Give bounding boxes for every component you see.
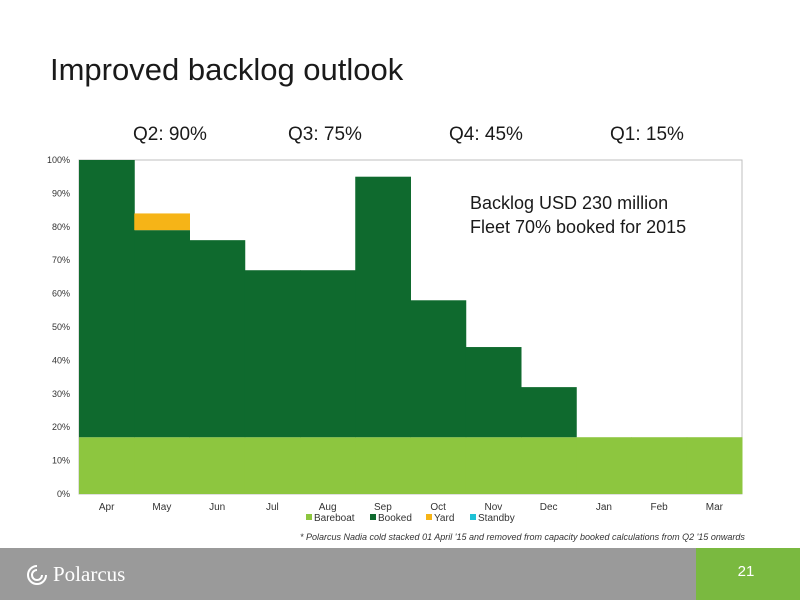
bar-bareboat-aug — [300, 437, 356, 494]
x-tick-label: May — [152, 502, 171, 513]
x-tick-label: Nov — [484, 502, 502, 513]
x-tick-label: Jul — [266, 502, 279, 513]
bar-bareboat-oct — [410, 437, 467, 494]
backlog-annotation-line: Backlog USD 230 million — [470, 193, 668, 213]
bar-booked-oct — [410, 300, 467, 438]
bar-booked-may — [134, 230, 190, 438]
y-tick-label: 90% — [52, 188, 70, 198]
y-tick-label: 40% — [52, 355, 70, 365]
y-tick-label: 30% — [52, 389, 70, 399]
y-tick-label: 100% — [47, 155, 70, 165]
x-tick-label: Sep — [374, 502, 392, 513]
legend-swatch-standby — [470, 514, 476, 520]
logo-text: Polarcus — [53, 562, 126, 586]
backlog-annotation-line: Fleet 70% booked for 2015 — [470, 217, 686, 237]
x-tick-label: Jan — [596, 502, 612, 513]
bar-yard-may — [134, 213, 190, 231]
y-tick-label: 80% — [52, 222, 70, 232]
bar-bareboat-feb — [631, 437, 688, 494]
y-tick-label: 60% — [52, 289, 70, 299]
x-tick-label: Jun — [209, 502, 225, 513]
legend-swatch-bareboat — [306, 514, 312, 520]
y-tick-label: 10% — [52, 456, 70, 466]
legend-label-yard: Yard — [434, 513, 454, 524]
x-tick-label: Mar — [706, 502, 724, 513]
page-number: 21 — [737, 563, 755, 580]
bar-bareboat-jul — [244, 437, 301, 494]
y-tick-label: 50% — [52, 322, 70, 332]
quarter-label-q1: Q1: 15% — [610, 124, 684, 145]
bar-booked-sep — [355, 176, 411, 438]
bar-bareboat-dec — [521, 437, 577, 494]
bar-bareboat-apr — [79, 437, 135, 494]
polarcus-logo-icon — [27, 564, 47, 585]
y-tick-label: 0% — [57, 489, 70, 499]
legend-label-booked: Booked — [378, 513, 412, 524]
bar-booked-apr — [79, 160, 135, 438]
polarcus-logo: Polarcus — [25, 562, 125, 587]
page-number-box: 21 — [696, 548, 800, 600]
bar-booked-dec — [521, 387, 577, 438]
footer-bar: Polarcus 21 — [0, 548, 800, 600]
y-tick-label: 20% — [52, 422, 70, 432]
bar-booked-nov — [465, 347, 522, 438]
bar-booked-jul — [244, 270, 301, 438]
bar-bareboat-nov — [465, 437, 522, 494]
backlog-chart: 0% 10% 20% 30% 40% 50% 60% 70% 80% 90% 100% Apr May J… — [47, 155, 743, 524]
legend-swatch-yard — [426, 514, 432, 520]
x-tick-label: Feb — [651, 502, 669, 513]
x-tick-label: Oct — [430, 502, 446, 513]
slide-title: Improved backlog outlook — [50, 52, 404, 87]
legend-label-standby: Standby — [478, 513, 515, 524]
x-tick-label: Dec — [540, 502, 558, 513]
x-tick-label: Aug — [319, 502, 337, 513]
x-tick-label: Apr — [99, 502, 115, 513]
bar-booked-jun — [189, 240, 246, 438]
bar-bareboat-may — [134, 437, 190, 494]
legend-swatch-booked — [370, 514, 376, 520]
quarter-label-q3: Q3: 75% — [288, 124, 362, 145]
legend-label-bareboat: Bareboat — [314, 513, 355, 524]
quarter-label-q4: Q4: 45% — [449, 124, 523, 145]
bar-bareboat-jan — [576, 437, 632, 494]
bar-booked-aug — [300, 270, 356, 438]
quarter-label-q2: Q2: 90% — [133, 124, 207, 145]
bar-bareboat-jun — [189, 437, 246, 494]
y-tick-label: 70% — [52, 255, 70, 265]
footnote: * Polarcus Nadia cold stacked 01 April '… — [300, 532, 745, 542]
bar-bareboat-sep — [355, 437, 411, 494]
bar-bareboat-mar — [686, 437, 743, 494]
